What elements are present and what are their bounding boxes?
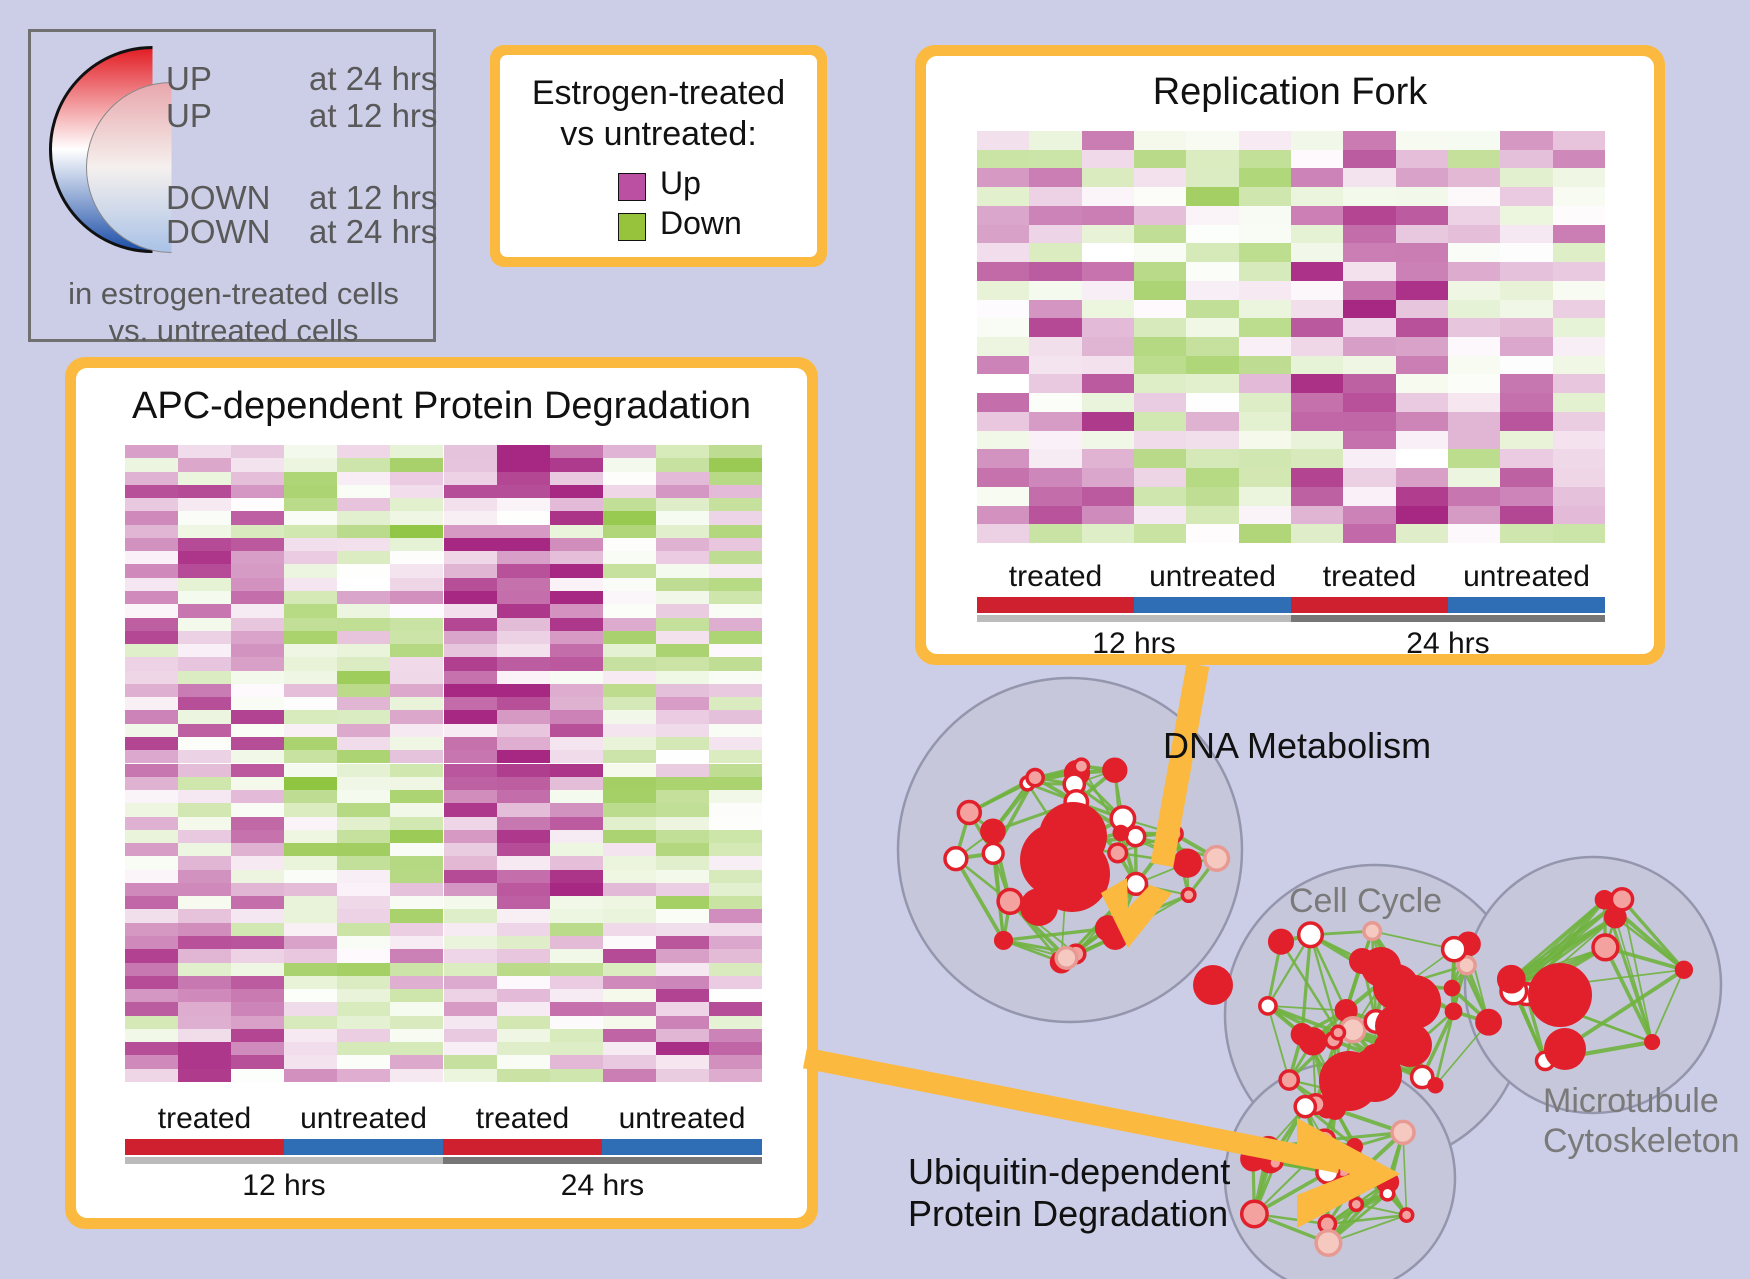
svg-text:Cell Cycle: Cell Cycle bbox=[1289, 882, 1442, 920]
svg-text:Cytoskeleton: Cytoskeleton bbox=[1543, 1122, 1740, 1160]
svg-text:DNA Metabolism: DNA Metabolism bbox=[1163, 725, 1431, 766]
svg-text:Protein Degradation: Protein Degradation bbox=[908, 1193, 1228, 1234]
svg-text:Microtubule: Microtubule bbox=[1543, 1082, 1719, 1120]
svg-text:Ubiquitin-dependent: Ubiquitin-dependent bbox=[908, 1151, 1230, 1192]
